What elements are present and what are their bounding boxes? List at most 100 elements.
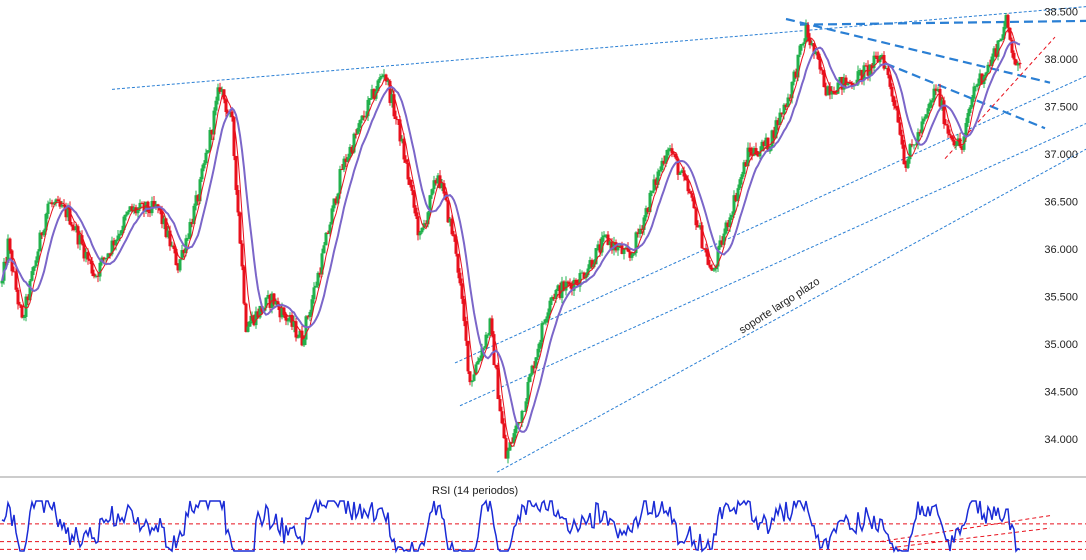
- candle-body: [818, 58, 822, 70]
- candle-body: [890, 86, 894, 97]
- candle-body: [300, 330, 304, 346]
- candle-body: [394, 116, 398, 120]
- candle-body: [910, 144, 914, 146]
- candle-body: [784, 104, 788, 108]
- candle-body: [286, 320, 290, 322]
- candle-body: [630, 254, 634, 258]
- candle-body: [6, 238, 10, 263]
- candle-body: [360, 115, 364, 121]
- candle-body: [822, 70, 826, 88]
- candle-body: [344, 158, 348, 162]
- candle-body: [266, 294, 270, 298]
- y-tick-label: 34.000: [1044, 434, 1078, 446]
- candle-body: [774, 120, 778, 139]
- candle-body: [230, 111, 234, 118]
- candle-body: [154, 204, 158, 207]
- candle-body: [332, 198, 336, 209]
- candle-body: [206, 150, 210, 153]
- candle-body: [646, 208, 650, 213]
- candle-body: [126, 211, 130, 215]
- candle-body: [220, 89, 224, 92]
- candle-body: [138, 202, 142, 209]
- candle-body: [648, 192, 652, 213]
- candle-body: [428, 195, 432, 213]
- candle-body: [484, 334, 488, 348]
- candle-body: [834, 93, 838, 95]
- candle-body: [658, 170, 662, 172]
- candle-body: [1010, 39, 1014, 53]
- candle-body: [18, 304, 22, 306]
- candle-body: [704, 249, 708, 253]
- candle-body: [104, 257, 108, 260]
- candle-body: [172, 245, 176, 250]
- candle-body: [16, 289, 20, 305]
- candle-body: [674, 153, 678, 159]
- candle-body: [672, 153, 676, 155]
- candle-body: [670, 148, 674, 154]
- candle-body: [716, 247, 720, 267]
- candle-body: [730, 214, 734, 218]
- candle-body: [898, 122, 902, 135]
- candle-body: [22, 316, 26, 318]
- rsi-label: RSI (14 periodos): [432, 485, 518, 497]
- candle-body: [492, 334, 496, 366]
- candle-body: [502, 423, 506, 439]
- candle-body: [694, 208, 698, 226]
- candle-body: [352, 133, 356, 153]
- trendline: [799, 19, 1086, 26]
- candle-body: [902, 144, 906, 165]
- candle-body: [534, 357, 538, 369]
- candle-body: [990, 56, 994, 66]
- candle-body: [562, 281, 566, 291]
- candle-body: [284, 315, 288, 321]
- candle-body: [404, 159, 408, 163]
- candle-body: [50, 202, 54, 205]
- candle-body: [72, 226, 76, 231]
- candle-body: [944, 124, 948, 126]
- candle-body: [200, 168, 204, 180]
- candle-body: [348, 146, 352, 158]
- candle-body: [190, 222, 194, 225]
- candle-body: [282, 307, 286, 316]
- candle-body: [836, 82, 840, 94]
- candle-body: [678, 172, 682, 175]
- candle-body: [930, 100, 934, 103]
- candle-body: [628, 251, 632, 258]
- candle-body: [462, 298, 466, 322]
- candle-body: [392, 94, 396, 117]
- candle-body: [216, 87, 220, 101]
- candle-body: [912, 144, 916, 146]
- candle-body: [112, 240, 116, 246]
- candle-body: [800, 43, 804, 46]
- candle-body: [756, 153, 760, 157]
- candle-body: [346, 157, 350, 162]
- candle-body: [60, 204, 64, 207]
- candle-body: [152, 201, 156, 207]
- candle-body: [652, 179, 656, 191]
- candle-body: [872, 55, 876, 69]
- candle-body: [682, 170, 686, 177]
- candle-body: [88, 259, 92, 261]
- candle-body: [96, 275, 100, 277]
- candle-body: [996, 40, 1000, 57]
- candle-body: [752, 148, 756, 156]
- candle-body: [926, 108, 930, 115]
- candle-body: [298, 330, 302, 338]
- candle-body: [806, 24, 810, 38]
- y-tick-label: 38.500: [1044, 6, 1078, 18]
- candle-body: [122, 216, 126, 230]
- candle-body: [310, 299, 314, 312]
- candle-body: [718, 240, 722, 248]
- candle-body: [482, 347, 486, 349]
- annotation-soporte-largo-plazo: soporte largo plazo: [737, 275, 822, 336]
- candle-body: [938, 88, 942, 107]
- candle-body: [644, 208, 648, 218]
- candle-body: [976, 83, 980, 87]
- candle-body: [450, 218, 454, 235]
- candle-body: [402, 138, 406, 160]
- candle-body: [86, 252, 90, 260]
- candle-body: [762, 141, 766, 146]
- candle-body: [92, 273, 96, 277]
- candle-body: [734, 195, 738, 201]
